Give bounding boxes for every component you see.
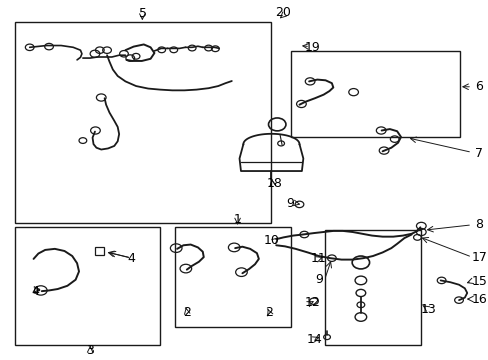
Text: 14: 14 [306,333,322,346]
Text: 2: 2 [264,306,272,319]
Text: 2: 2 [183,306,190,319]
Bar [174,226,290,327]
Text: 13: 13 [420,303,436,316]
Text: 3: 3 [86,344,94,357]
Text: 16: 16 [470,293,486,306]
Text: 15: 15 [470,275,486,288]
Bar [15,226,160,345]
Text: 18: 18 [266,177,282,190]
Bar [15,22,271,223]
Bar [324,230,421,345]
Text: 17: 17 [470,251,486,264]
Text: 12: 12 [304,296,320,309]
Text: 7: 7 [474,147,482,159]
Text: 9: 9 [314,273,322,286]
Text: 11: 11 [310,252,326,265]
Text: 6: 6 [474,80,482,93]
Text: 1: 1 [233,213,241,226]
Bar [95,247,104,256]
Text: 20: 20 [275,6,291,19]
Bar [290,51,459,137]
Text: 19: 19 [304,41,320,54]
Text: 4: 4 [32,285,40,298]
Text: 5: 5 [139,7,147,20]
Text: 4: 4 [127,252,135,265]
Text: 8: 8 [474,218,482,231]
Text: 9: 9 [285,197,293,210]
Text: 10: 10 [263,234,279,247]
